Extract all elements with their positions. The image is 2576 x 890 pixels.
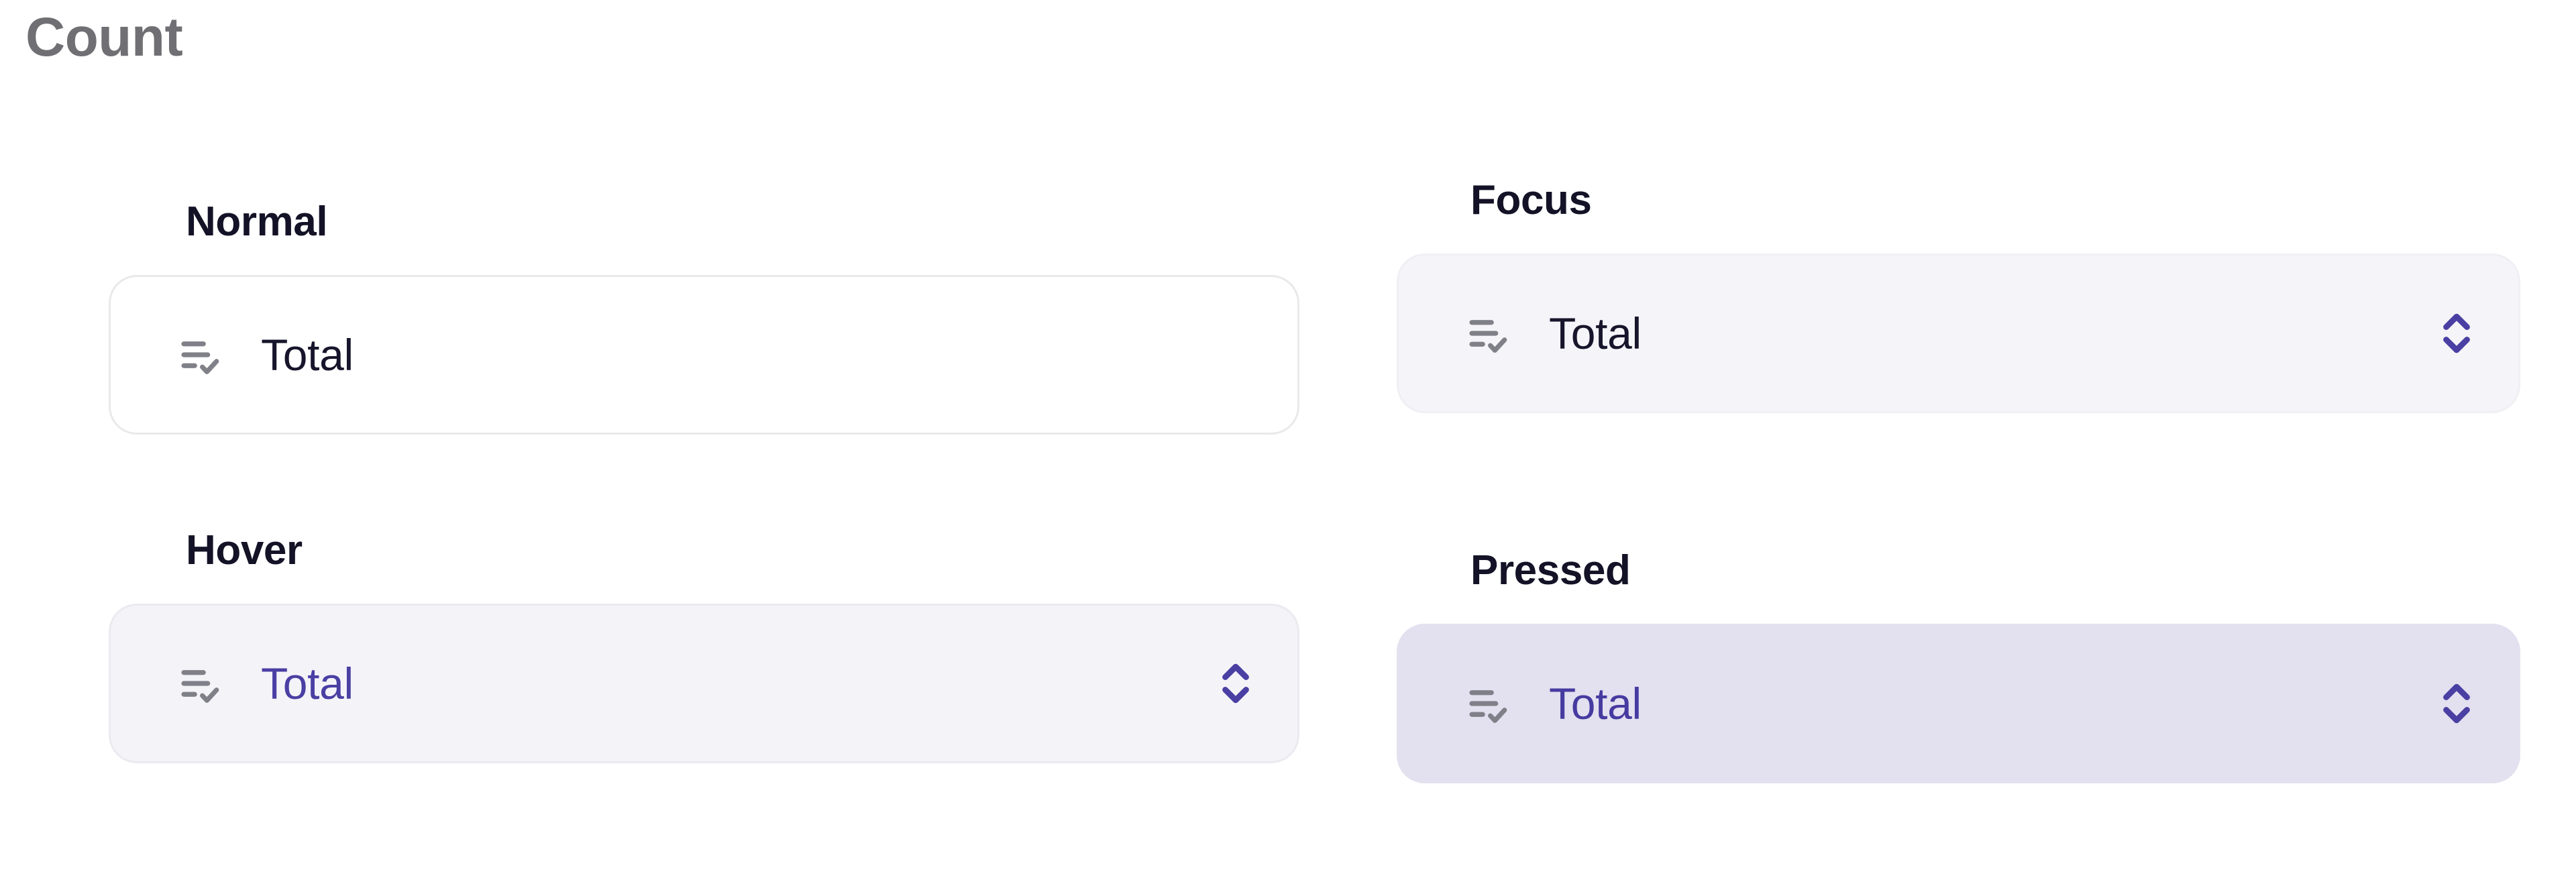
count-select-value-pressed: Total (1549, 679, 1642, 728)
list-check-icon (1463, 677, 1515, 730)
state-label-focus: Focus (1470, 177, 1592, 223)
count-select-focus[interactable]: Total (1397, 254, 2520, 413)
page-title: Count (25, 7, 183, 68)
count-select-value-focus: Total (1549, 309, 1642, 358)
state-group-hover: Hover Total (109, 530, 1299, 763)
list-check-icon (1463, 307, 1515, 359)
chevron-updown-icon[interactable] (2438, 309, 2475, 358)
list-check-icon (175, 329, 227, 381)
state-label-normal: Normal (186, 199, 328, 245)
count-select-pressed[interactable]: Total (1397, 624, 2520, 783)
state-group-pressed: Pressed Total (1397, 550, 2520, 783)
count-select-hover[interactable]: Total (109, 604, 1299, 763)
chevron-updown-icon[interactable] (1217, 659, 1254, 708)
state-group-normal: Normal Total (109, 201, 1299, 435)
state-label-hover: Hover (186, 527, 303, 573)
count-select-normal[interactable]: Total (109, 275, 1299, 435)
list-check-icon (175, 657, 227, 710)
count-select-value-normal: Total (261, 330, 354, 380)
count-select-value-hover: Total (261, 659, 354, 708)
state-label-pressed: Pressed (1470, 547, 1631, 594)
chevron-updown-icon[interactable] (2438, 679, 2475, 728)
state-group-focus: Focus Total (1397, 180, 2520, 413)
